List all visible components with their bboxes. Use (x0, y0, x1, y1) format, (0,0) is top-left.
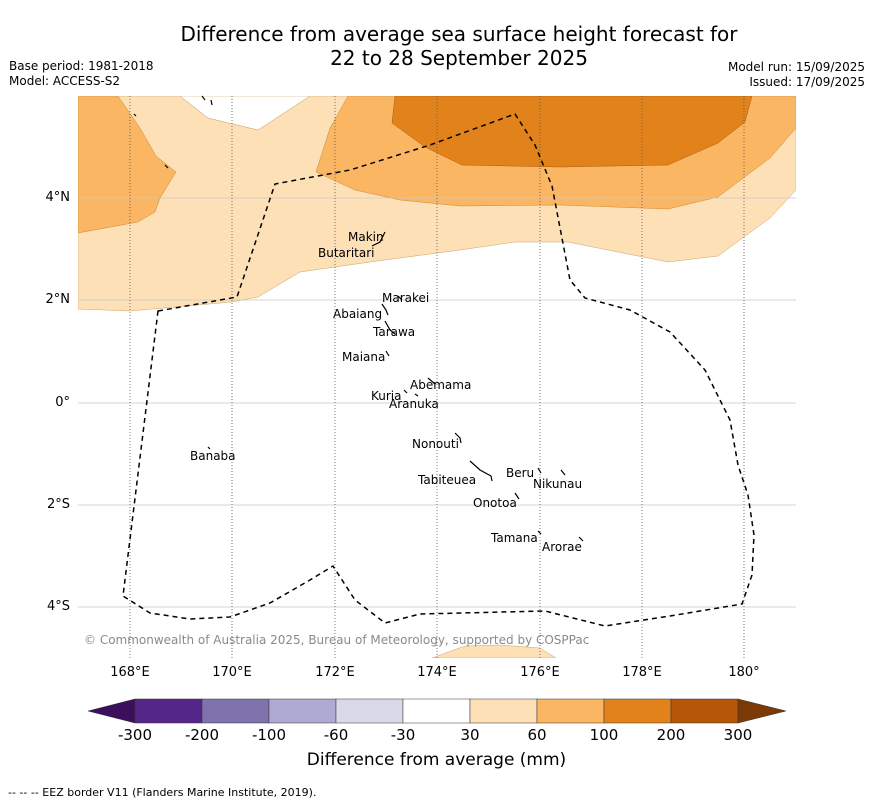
model-run: Model run: 15/09/2025 (727, 60, 865, 74)
lon-tick-174e: 174°E (417, 665, 457, 680)
label-butaritari: Butaritari (318, 246, 375, 260)
colorbar-title: Difference from average (mm) (306, 750, 567, 770)
colorbar-bin-8 (603, 698, 672, 724)
lat-tick-2n: 2°N (45, 292, 71, 307)
lat-tick-2s: 2°S (46, 497, 70, 512)
label-nikunau: Nikunau (533, 477, 582, 491)
place-labels: Makin Butaritari Marakei Abaiang Tarawa … (190, 230, 582, 554)
eez-border (122, 113, 755, 627)
cbar-label-60: 60 (527, 726, 547, 744)
colorbar-bin-3 (268, 698, 337, 724)
lat-tick-4n: 4°N (45, 190, 71, 205)
lon-tick-172e: 172°E (315, 665, 355, 680)
map-title: Difference from average sea surface heig… (0, 22, 873, 70)
cbar-label-30: 30 (460, 726, 480, 744)
label-kuria: Kuria (371, 389, 402, 403)
colorbar-bin-7 (536, 698, 605, 724)
cbar-label-m60: -60 (323, 726, 349, 744)
lat-tick-0: 0° (55, 395, 70, 410)
model-name: Model: ACCESS-S2 (9, 74, 121, 88)
label-marakei: Marakei (382, 291, 429, 305)
label-makin: Makin (348, 230, 384, 244)
band-60-100-west (78, 96, 177, 234)
island-outlines (133, 95, 584, 542)
lat-tick-4s: 4°S (46, 599, 70, 614)
eez-legend-note: -- -- -- EEZ border V11 (Flanders Marine… (8, 786, 317, 799)
lon-tick-176e: 176°E (520, 665, 560, 680)
label-tarawa: Tarawa (372, 325, 415, 339)
issued-date: Issued: 17/09/2025 (749, 75, 865, 89)
band-30-60-south (431, 644, 557, 658)
label-abemama: Abemama (410, 378, 471, 392)
copyright-text: © Commonwealth of Australia 2025, Bureau… (84, 633, 590, 647)
lon-tick-178e: 178°E (622, 665, 662, 680)
colorbar-bin-1 (134, 698, 203, 724)
meta-left: Base period: 1981-2018 Model: ACCESS-S2 (9, 59, 154, 89)
label-maiana: Maiana (342, 350, 385, 364)
label-banaba: Banaba (190, 449, 236, 463)
cbar-label-200: 200 (656, 726, 686, 744)
cbar-label-m200: -200 (184, 726, 220, 744)
label-aranuka: Aranuka (389, 397, 439, 411)
band-100-200 (391, 96, 753, 168)
cbar-label-100: 100 (589, 726, 619, 744)
lon-gridlines (129, 96, 745, 658)
colorbar-bin-5 (402, 698, 471, 724)
colorbar (87, 698, 787, 724)
lon-tick-168e: 168°E (110, 665, 150, 680)
base-period: Base period: 1981-2018 (9, 59, 154, 73)
lon-tick-170e: 170°E (212, 665, 252, 680)
title-line-2: 22 to 28 September 2025 (330, 46, 588, 70)
label-nonouti: Nonouti (412, 437, 459, 451)
meta-right: Model run: 15/09/2025 Issued: 17/09/2025 (728, 60, 865, 90)
label-tamana: Tamana (490, 531, 538, 545)
title-line-1: Difference from average sea surface heig… (180, 22, 738, 46)
colorbar-bin-4 (335, 698, 404, 724)
label-onotoa: Onotoa (473, 496, 517, 510)
colorbar-low-extend (87, 698, 136, 724)
colorbar-bin-9 (670, 698, 739, 724)
cbar-label-m300: -300 (117, 726, 153, 744)
colorbar-bin-6 (469, 698, 538, 724)
label-arorae: Arorae (542, 540, 582, 554)
lon-tick-180: 180° (728, 665, 760, 680)
label-beru: Beru (506, 466, 534, 480)
colorbar-bin-2 (201, 698, 270, 724)
cbar-label-m30: -30 (390, 726, 416, 744)
label-abaiang: Abaiang (333, 307, 382, 321)
cbar-label-300: 300 (723, 726, 753, 744)
colorbar-high-extend (737, 698, 787, 724)
label-tabiteuea: Tabiteuea (417, 473, 476, 487)
cbar-label-m100: -100 (251, 726, 287, 744)
